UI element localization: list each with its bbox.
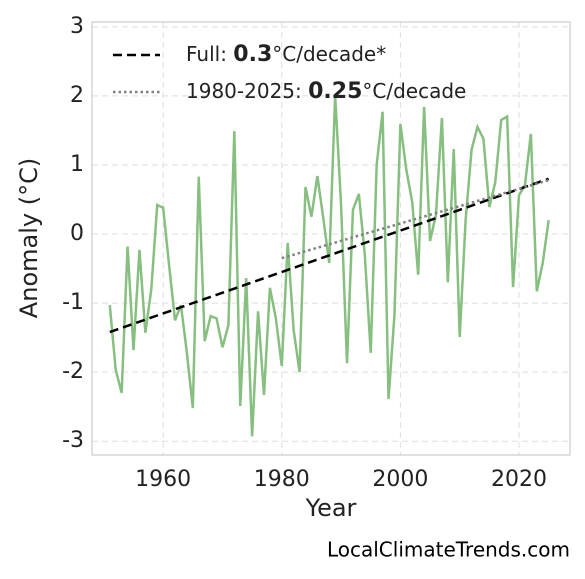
legend-label: Full: 0.3°C/decade* xyxy=(186,42,386,68)
x-tick-label: 2000 xyxy=(372,467,428,492)
source: LocalClimateTrends.com xyxy=(327,538,570,562)
x-tick-label: 2020 xyxy=(491,467,547,492)
y-tick-label: -3 xyxy=(62,428,84,453)
x-tick-label: 1980 xyxy=(254,467,310,492)
trend-line xyxy=(281,178,550,260)
x-axis-label: Year xyxy=(305,494,357,522)
legend-label-part: °C/decade* xyxy=(272,42,386,66)
legend-label: 1980-2025: 0.25°C/decade xyxy=(186,79,466,105)
y-tick-label: 2 xyxy=(70,83,84,108)
y-tick-label: -2 xyxy=(62,359,84,384)
y-tick-label: -1 xyxy=(62,290,84,315)
x-tick-label: 1960 xyxy=(135,467,191,492)
y-tick-label: 3 xyxy=(70,14,84,39)
legend-label-part: 1980-2025: xyxy=(186,79,308,103)
y-tick-label: 0 xyxy=(70,221,84,246)
legend-label-part: 0.25 xyxy=(308,79,362,104)
legend-label-part: Full: xyxy=(186,42,233,66)
legend-label-part: 0.3 xyxy=(233,42,272,67)
legend-label-part: °C/decade xyxy=(362,79,466,103)
trend-line xyxy=(109,177,550,334)
y-tick-label: 1 xyxy=(70,152,84,177)
y-axis-label: Anomaly (°C) xyxy=(15,158,43,318)
data-line xyxy=(108,95,550,437)
plot-frame xyxy=(91,21,571,456)
